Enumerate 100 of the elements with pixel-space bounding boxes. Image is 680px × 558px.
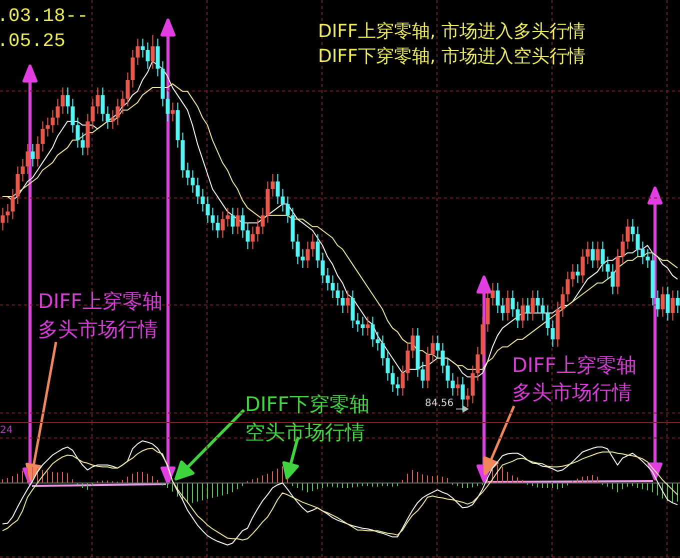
- candlestick: [666, 286, 670, 322]
- candlestick: [460, 376, 465, 412]
- candlestick: [530, 290, 535, 322]
- candlestick: [170, 102, 175, 122]
- candlestick: [440, 342, 445, 374]
- candlestick: [70, 98, 75, 134]
- candlestick: [470, 365, 475, 404]
- candlestick: [330, 274, 335, 298]
- candlestick: [206, 196, 210, 224]
- candlestick: [550, 320, 555, 348]
- candlestick: [630, 218, 635, 242]
- candlestick: [0, 207, 5, 231]
- candlestick: [296, 234, 300, 265]
- candlestick: [580, 248, 585, 284]
- candlestick: [406, 342, 410, 382]
- candlestick: [130, 49, 135, 88]
- candlestick: [536, 290, 540, 314]
- candlestick: [30, 143, 35, 167]
- candlestick: [586, 241, 590, 265]
- candlestick: [600, 241, 605, 272]
- candlestick: [610, 264, 615, 295]
- candlestick: [230, 207, 235, 235]
- candlestick: [560, 286, 565, 318]
- candlestick: [16, 166, 20, 205]
- candlestick: [46, 117, 50, 137]
- candlestick: [156, 38, 160, 77]
- annotation: .05.25: [0, 29, 66, 53]
- candlestick: [250, 226, 255, 250]
- candlestick: [670, 290, 675, 322]
- candlestick: [220, 211, 225, 238]
- candlestick: [526, 297, 530, 322]
- candlestick: [510, 290, 515, 318]
- candlestick: [40, 120, 45, 152]
- candlestick: [400, 365, 405, 396]
- candlestick: [96, 87, 100, 114]
- candlestick: [476, 346, 480, 382]
- candlestick: [300, 248, 305, 268]
- candlestick: [186, 162, 190, 186]
- candlestick: [656, 290, 660, 318]
- candlestick: [376, 331, 380, 352]
- candlestick: [100, 87, 105, 122]
- candlestick: [240, 207, 245, 238]
- candlestick: [116, 98, 120, 126]
- candlestick: [106, 106, 110, 130]
- candlestick: [316, 234, 320, 268]
- candlestick: [236, 207, 240, 235]
- candlestick: [626, 218, 630, 250]
- annotation: DIFF上穿零轴多头市场行情: [512, 352, 638, 406]
- candlestick: [360, 316, 365, 336]
- candlestick: [456, 376, 460, 396]
- candlestick: [196, 177, 200, 205]
- candlestick: [226, 207, 230, 228]
- candlestick: [370, 316, 375, 348]
- candlestick: [306, 241, 310, 268]
- candlestick: [286, 196, 290, 224]
- candlestick: [276, 173, 280, 205]
- candlestick: [340, 290, 345, 314]
- candlestick: [260, 207, 265, 235]
- candlestick: [36, 136, 40, 167]
- candlestick: [336, 282, 340, 306]
- candlestick: [256, 218, 260, 242]
- candlestick: [496, 282, 500, 314]
- candlestick: [120, 90, 125, 114]
- candlestick: [210, 207, 215, 231]
- candlestick: [216, 214, 220, 238]
- candlestick: [150, 34, 155, 70]
- candlestick: [446, 358, 450, 389]
- candlestick: [410, 328, 415, 359]
- candlestick: [166, 90, 170, 122]
- candlestick: [566, 271, 570, 302]
- candlestick: [126, 72, 130, 107]
- candlestick: [190, 170, 195, 194]
- candlestick: [516, 301, 520, 329]
- candlestick: [56, 98, 60, 126]
- candlestick: [6, 204, 10, 224]
- candlestick: [326, 267, 330, 291]
- candlestick: [110, 110, 115, 130]
- candlestick: [450, 372, 455, 396]
- text: .03.18--: [0, 4, 88, 28]
- candlestick: [390, 365, 395, 392]
- candlestick: [280, 188, 285, 212]
- candlestick: [576, 264, 580, 284]
- annotation: DIFF上穿零轴, 市场进入多头行情: [318, 20, 586, 43]
- annotation: DIFF上穿零轴多头市场行情: [38, 288, 164, 343]
- candlestick: [346, 290, 350, 314]
- candlestick: [636, 226, 640, 258]
- candlestick: [620, 234, 625, 265]
- candlestick: [540, 297, 545, 322]
- candlestick: [640, 241, 645, 265]
- candlestick: [660, 286, 665, 318]
- candlestick: [500, 297, 505, 322]
- candlestick: [26, 143, 30, 174]
- annotation: DIFF下穿零轴空头市场行情: [245, 391, 370, 446]
- candlestick: [270, 173, 275, 198]
- candlestick: [546, 305, 550, 336]
- text: 24: [0, 424, 13, 437]
- candlestick: [356, 312, 360, 332]
- annotation: 84.56: [425, 397, 454, 410]
- candlestick: [570, 264, 575, 288]
- candlestick: [80, 132, 85, 156]
